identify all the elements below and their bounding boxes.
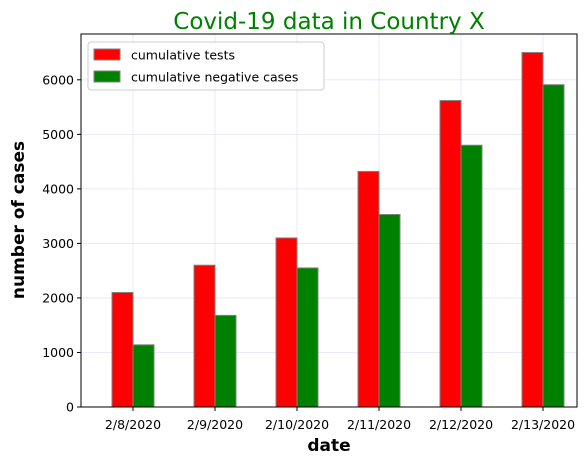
legend-label-cumulative-negative-cases: cumulative negative cases <box>131 70 298 85</box>
bar-cumulative-tests-4 <box>357 170 380 408</box>
x-tick-label: 2/10/2020 <box>265 417 329 432</box>
bar-cumulative-tests-3 <box>275 237 298 408</box>
bar-cumulative-tests-1 <box>111 291 134 408</box>
x-axis-ticks: 2/8/2020 2/9/2020 2/10/2020 2/11/2020 2/12/2… <box>105 407 575 432</box>
x-tick-label: 2/8/2020 <box>105 417 161 432</box>
chart-title: Covid-19 data in Country X <box>173 9 485 35</box>
x-tick-label: 2/11/2020 <box>347 417 411 432</box>
bar-cumulative-negative-cases-1 <box>132 344 155 408</box>
y-axis-ticks: 0 1000 2000 3000 4000 5000 6000 <box>42 72 81 415</box>
bars <box>111 52 565 408</box>
y-axis-label: number of cases <box>9 141 29 299</box>
bar-cumulative-tests-2 <box>193 264 216 408</box>
bar-cumulative-negative-cases-3 <box>296 267 319 408</box>
x-tick-label: 2/9/2020 <box>187 417 243 432</box>
bar-cumulative-tests-6 <box>521 52 544 408</box>
bar-cumulative-negative-cases-5 <box>460 144 483 408</box>
y-tick-label: 0 <box>66 400 74 415</box>
y-tick-label: 5000 <box>42 127 74 142</box>
y-tick-label: 4000 <box>42 181 74 196</box>
plot-frame <box>80 33 578 408</box>
x-tick-label: 2/12/2020 <box>429 417 493 432</box>
legend-swatch-cumulative-tests <box>93 48 121 61</box>
x-axis-label: date <box>307 436 350 456</box>
bar-cumulative-negative-cases-6 <box>542 84 565 408</box>
legend-label-cumulative-tests: cumulative tests <box>131 48 235 63</box>
y-tick-label: 2000 <box>42 290 74 305</box>
bar-cumulative-negative-cases-2 <box>214 314 237 408</box>
legend-swatch-cumulative-negative-cases <box>93 70 121 83</box>
legend: cumulative tests cumulative negative cas… <box>87 41 325 91</box>
y-tick-label: 1000 <box>42 345 74 360</box>
legend-box <box>87 41 325 91</box>
x-tick-label: 2/13/2020 <box>511 417 575 432</box>
bar-cumulative-negative-cases-4 <box>378 214 401 408</box>
y-tick-label: 6000 <box>42 72 74 87</box>
bar-cumulative-tests-5 <box>439 100 462 408</box>
y-tick-label: 3000 <box>42 236 74 251</box>
